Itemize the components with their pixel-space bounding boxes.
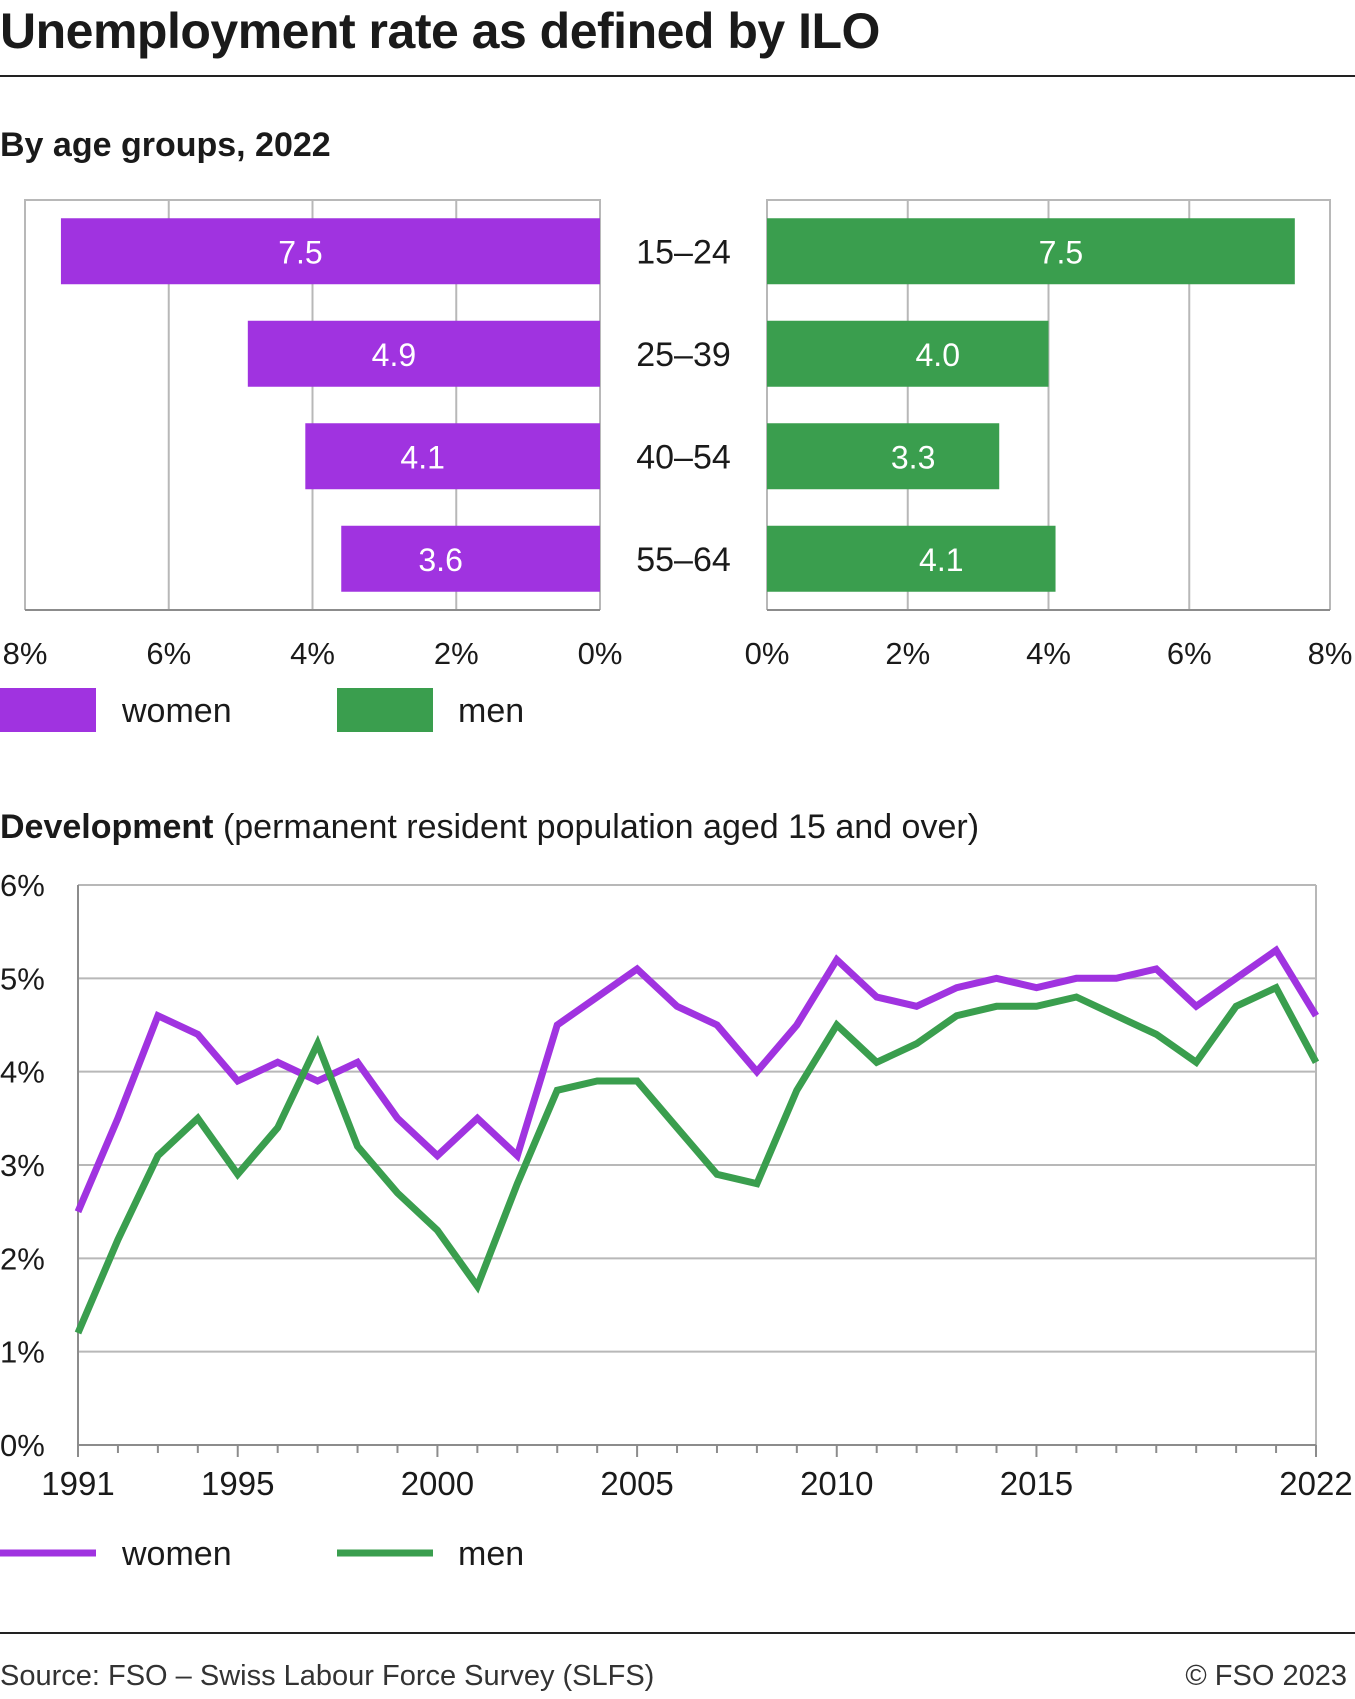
- men-tick-label: 8%: [1308, 636, 1353, 671]
- men-bar: [767, 218, 1295, 285]
- women-series-line: [74, 945, 1319, 1214]
- source-note: Source: FSO – Swiss Labour Force Survey …: [0, 1660, 655, 1692]
- men-tick-label: 0%: [745, 636, 790, 671]
- copyright-note: © FSO 2023: [1185, 1660, 1347, 1692]
- x-tick-label: 2015: [1000, 1465, 1073, 1502]
- butterfly-bar-chart: 7.5 7.5 15–24 4.9 4.0 25–39 4.1 3.3 40–54 3.6 4.1 5…: [0, 199, 1353, 732]
- men-bar-label: 3.3: [891, 439, 935, 475]
- x-tick-label: 2010: [800, 1465, 873, 1502]
- men-series-line: [74, 983, 1320, 1335]
- x-tick-label: 1995: [201, 1465, 274, 1502]
- women-tick-label: 4%: [290, 636, 335, 671]
- y-tick-label: 3%: [0, 1148, 45, 1183]
- age-group-label: 25–39: [636, 336, 731, 374]
- line-chart: 0% 1% 2% 3% 4% 5% 6% 1991 1995 2000 2005 2010 2015 20…: [0, 868, 1353, 1573]
- line-chart-subtitle-note: (permanent resident population aged 15 a…: [222, 808, 980, 846]
- men-bar: [767, 525, 1056, 592]
- women-bar: [247, 320, 600, 387]
- legend-men-swatch: [337, 688, 433, 732]
- men-bar-label: 7.5: [1039, 234, 1083, 270]
- men-tick-label: 4%: [1026, 636, 1071, 671]
- legend-women-label: women: [121, 1535, 232, 1573]
- y-tick-label: 6%: [0, 868, 45, 903]
- men-bar: [767, 423, 1000, 490]
- women-bar-label: 3.6: [418, 542, 462, 578]
- line-chart-subtitle-bold: Development: [0, 808, 214, 846]
- x-tick-label: 1991: [41, 1465, 114, 1502]
- chart-title: Unemployment rate as defined by ILO: [0, 3, 880, 59]
- bar-chart-subtitle: By age groups, 2022: [0, 126, 331, 164]
- title-rule: [0, 75, 1355, 77]
- y-tick-label: 0%: [0, 1428, 45, 1463]
- men-tick-label: 6%: [1167, 636, 1212, 671]
- women-tick-label: 0%: [578, 636, 623, 671]
- y-tick-label: 5%: [0, 961, 45, 996]
- y-tick-label: 2%: [0, 1241, 45, 1276]
- women-panel-frame: [24, 199, 601, 610]
- legend-men-label: men: [458, 1535, 524, 1573]
- women-tick-label: 2%: [434, 636, 479, 671]
- x-tick-label: 2005: [600, 1465, 673, 1502]
- men-panel-frame: [766, 199, 1331, 610]
- women-tick-label: 8%: [3, 636, 48, 671]
- legend-women-swatch: [0, 688, 96, 732]
- legend-women-label: women: [121, 692, 232, 730]
- y-tick-label: 4%: [0, 1055, 45, 1090]
- men-bar: [767, 320, 1049, 387]
- x-tick-label: 2000: [401, 1465, 474, 1502]
- women-bar-label: 7.5: [278, 234, 322, 270]
- age-group-label: 55–64: [636, 541, 731, 579]
- women-bar-label: 4.9: [372, 337, 416, 373]
- men-bar-label: 4.1: [919, 542, 963, 578]
- women-bar: [341, 525, 600, 592]
- age-group-label: 40–54: [636, 438, 731, 476]
- line-chart-subtitle: Development (permanent resident populati…: [0, 808, 979, 847]
- women-tick-label: 6%: [146, 636, 191, 671]
- y-tick-label: 1%: [0, 1335, 45, 1370]
- x-tick-label: 2022: [1279, 1465, 1352, 1502]
- legend-men-label: men: [458, 692, 524, 730]
- women-bar: [60, 218, 600, 285]
- women-bar: [305, 423, 600, 490]
- women-bar-label: 4.1: [400, 439, 444, 475]
- footer-rule: [0, 1632, 1355, 1634]
- men-bar-label: 4.0: [916, 337, 960, 373]
- men-tick-label: 2%: [885, 636, 930, 671]
- age-group-label: 15–24: [636, 233, 731, 271]
